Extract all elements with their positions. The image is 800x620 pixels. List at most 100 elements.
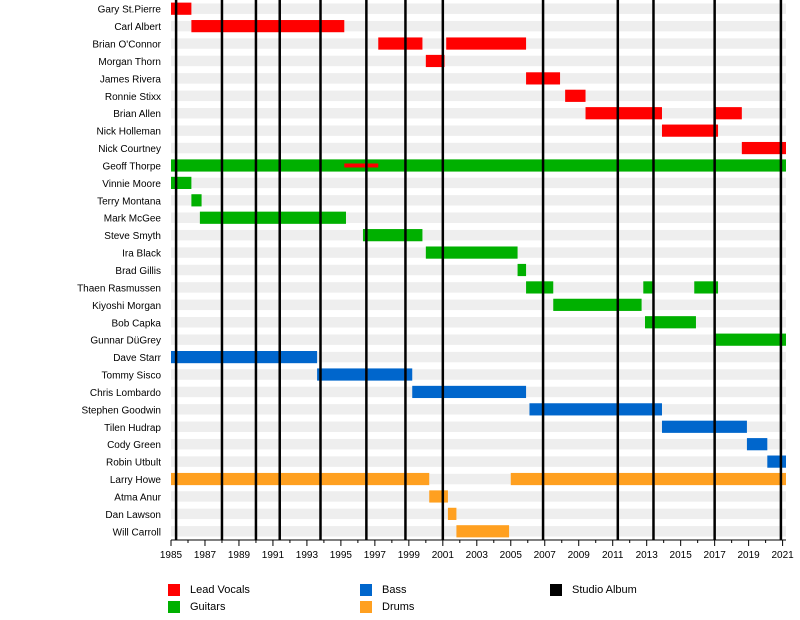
bar-thaen-rasmussen-guitars (643, 281, 654, 294)
member-name: Carl Albert (114, 22, 161, 33)
x-tick-label: 2011 (602, 550, 624, 561)
row-band (171, 299, 786, 311)
member-name: Chris Lombardo (90, 388, 162, 399)
bar-morgan-thorn-lead-vocals (425, 54, 445, 68)
row-band (171, 334, 786, 345)
bar-kiyoshi-morgan-guitars (553, 298, 642, 311)
x-tick-label: 2021 (771, 550, 794, 561)
member-name: Nick Holleman (97, 127, 161, 138)
row-band (171, 142, 786, 154)
member-name: Brian O'Connor (92, 40, 161, 51)
bar-terry-montana-guitars (191, 194, 202, 207)
row-band (171, 438, 786, 450)
row-band (171, 264, 786, 276)
bar-geoff-thorpe-lead-vocals (344, 163, 379, 168)
row-band (171, 90, 786, 102)
member-name: Mark McGee (104, 214, 162, 225)
guitars-swatch (168, 601, 180, 613)
x-tick-label: 1987 (194, 550, 217, 561)
x-tick-label: 1997 (364, 550, 387, 561)
bar-larry-howe-drums (510, 472, 786, 486)
studio-album-swatch (550, 584, 562, 596)
x-tick-label: 1993 (296, 550, 319, 561)
legend-label: Drums (382, 601, 415, 613)
studio-album-lines (174, 0, 783, 540)
member-name: Gary St.Pierre (98, 5, 162, 16)
member-name: Gunnar DüGrey (90, 336, 161, 347)
member-name: Vinnie Moore (102, 179, 161, 190)
bar-thaen-rasmussen-guitars (694, 281, 719, 294)
member-name: Atma Anur (114, 492, 161, 503)
member-name: Steve Smyth (104, 231, 161, 242)
bar-nick-courtney-lead-vocals (741, 141, 786, 155)
bar-brad-gillis-guitars (517, 263, 527, 277)
x-tick-label: 2005 (500, 550, 523, 561)
row-band (171, 508, 786, 520)
member-name: James Rivera (100, 74, 162, 85)
row-band (171, 456, 786, 467)
bar-geoff-thorpe-guitars (171, 159, 786, 172)
row-band (171, 404, 786, 415)
x-tick-label: 2007 (534, 550, 557, 561)
bar-tilen-hudrap-bass (661, 420, 747, 433)
member-name: Dan Lawson (105, 510, 161, 521)
row-band (171, 3, 786, 14)
member-name: Robin Utbult (106, 458, 161, 469)
bar-stephen-goodwin-bass (529, 403, 662, 416)
bar-larry-howe-drums (171, 472, 430, 486)
x-tick-label: 2017 (704, 550, 727, 561)
row-band (171, 473, 786, 485)
legend-label: Bass (382, 584, 407, 596)
row-band (171, 229, 786, 241)
member-name: Geoff Thorpe (102, 161, 161, 172)
member-name: Thaen Rasmussen (77, 283, 161, 294)
drums-swatch (360, 601, 372, 613)
member-name: Tommy Sisco (102, 371, 162, 382)
row-band (171, 491, 786, 502)
legend-label: Lead Vocals (190, 584, 250, 596)
bar-steve-smyth-guitars (362, 229, 423, 242)
member-name: Nick Courtney (98, 144, 161, 155)
row-band (171, 351, 786, 363)
lead-vocals-swatch (168, 584, 180, 596)
bar-vinnie-moore-guitars (171, 176, 192, 189)
bar-brian-allen-lead-vocals (714, 107, 742, 120)
row-band (171, 125, 786, 136)
bar-bob-capka-guitars (644, 316, 696, 329)
x-tick-label: 1989 (228, 550, 251, 561)
row-band (171, 317, 786, 328)
x-tick-label: 1999 (398, 550, 421, 561)
member-name: Larry Howe (110, 475, 162, 486)
x-tick-label: 2013 (636, 550, 659, 561)
bar-gunnar-du-grey-guitars (714, 333, 786, 346)
member-name: Brad Gillis (115, 266, 161, 277)
member-name: Will Carroll (113, 527, 161, 538)
row-bands (171, 3, 786, 537)
member-name: Kiyoshi Morgan (92, 301, 161, 312)
member-name: Ira Black (122, 249, 162, 260)
row-band (171, 20, 786, 32)
bar-atma-anur-drums (429, 490, 448, 503)
x-tick-label: 2009 (568, 550, 591, 561)
member-name: Terry Montana (97, 196, 161, 207)
row-band (171, 55, 786, 67)
bar-will-carroll-drums (456, 525, 510, 538)
member-name: Cody Green (107, 440, 161, 451)
bar-dan-lawson-drums (447, 507, 457, 520)
bar-cody-green-bass (746, 438, 768, 451)
x-tick-label: 2001 (432, 550, 455, 561)
bar-brian-o-connor-lead-vocals (446, 37, 527, 50)
bar-brian-o-connor-lead-vocals (378, 37, 423, 50)
member-name: Brian Allen (113, 109, 161, 120)
bar-robin-utbult-bass (767, 455, 786, 468)
row-band (171, 421, 786, 432)
bar-ronnie-stixx-lead-vocals (565, 89, 586, 102)
member-name-labels: Gary St.Pierre Carl Albert Brian O'Connor M… (77, 5, 162, 539)
member-name: Bob Capka (112, 318, 162, 329)
member-name: Ronnie Stixx (105, 92, 161, 103)
bar-mark-mcgee-guitars (199, 211, 346, 224)
row-band (171, 282, 786, 293)
row-band (171, 108, 786, 119)
member-name: Stephen Goodwin (81, 405, 161, 416)
